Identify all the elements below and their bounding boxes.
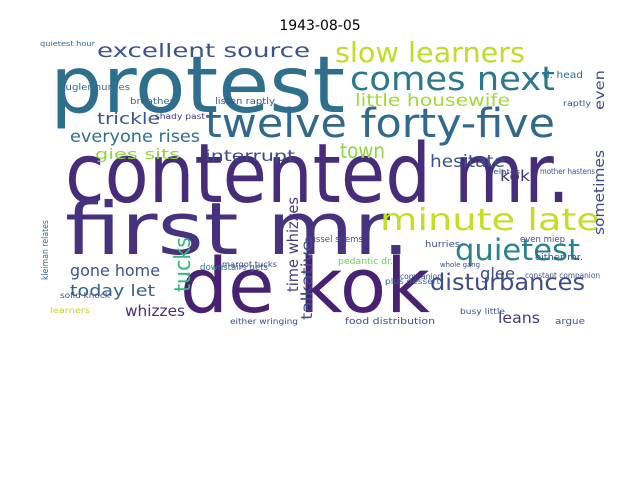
word: contented mr. <box>65 127 570 222</box>
word: tucks <box>171 237 196 292</box>
word: slow learners <box>335 36 525 69</box>
word: gone home <box>70 261 160 280</box>
word: kok <box>500 167 530 185</box>
word: whole gang <box>440 261 480 269</box>
word: even miep <box>520 235 565 245</box>
word: whizzes <box>125 302 185 320</box>
word: raptly <box>563 99 591 108</box>
word: listen raptly <box>215 97 276 107</box>
word: relates <box>490 168 520 176</box>
word: time whizzes <box>284 197 302 292</box>
word: first mr. <box>65 187 410 271</box>
word: minute late <box>380 203 600 238</box>
word: plus dessert <box>385 277 440 286</box>
word: downstairs gets <box>200 263 268 273</box>
word: kugler hurries <box>60 83 130 93</box>
word: learners <box>50 306 90 315</box>
word: interrupt <box>205 147 295 165</box>
word: mother hastens <box>540 167 595 176</box>
word: food distribution <box>345 317 435 327</box>
word: even <box>593 70 608 110</box>
word: gies sits <box>95 147 180 163</box>
word: comes next <box>350 59 555 98</box>
word: hurries <box>425 240 460 250</box>
word: margot tucks <box>222 260 277 269</box>
word: quietest <box>455 233 580 267</box>
word: solid knock <box>60 291 110 300</box>
word: pedantic dr. <box>338 257 393 267</box>
word: companion <box>400 272 442 281</box>
word: trickle <box>97 109 160 128</box>
word: hesitate <box>430 152 505 172</box>
chart-title: 1943-08-05 <box>279 18 360 34</box>
word: disturbances <box>430 270 585 296</box>
word: de kok <box>180 241 430 330</box>
word: sometimes <box>592 150 608 235</box>
word: today let <box>70 281 155 300</box>
word: busy little <box>460 307 505 316</box>
word: town <box>340 139 385 163</box>
word: twelve forty-five <box>205 101 555 147</box>
word: kleiman relates <box>41 220 51 280</box>
word: argue <box>555 317 586 327</box>
word: quietest hour <box>40 40 95 48</box>
word: talkative <box>298 240 316 320</box>
word: glee <box>480 264 515 283</box>
word: either mr. <box>535 253 583 263</box>
word: protest <box>50 41 345 131</box>
word: leans <box>498 309 540 327</box>
word: dussel seems <box>305 235 363 245</box>
word: d. head <box>543 70 583 81</box>
word: excellent source <box>97 40 310 62</box>
word: breathes <box>130 97 175 107</box>
word: either wringing <box>230 317 298 326</box>
word: shady past <box>155 112 205 121</box>
word: everyone rises <box>70 127 200 147</box>
word: constant companion <box>525 271 600 280</box>
word: little housewife <box>355 91 510 111</box>
